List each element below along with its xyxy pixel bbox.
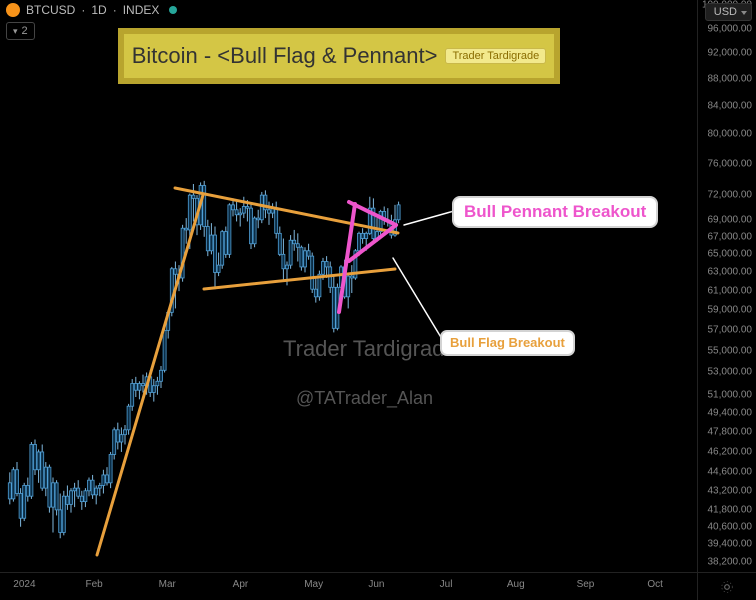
y-tick: 40,600.00 <box>708 521 753 532</box>
chevron-down-icon: ▾ <box>13 26 18 37</box>
x-tick: Sep <box>577 579 595 590</box>
chart-area[interactable]: Bitcoin - <Bull Flag & Pennant> Trader T… <box>0 0 697 572</box>
y-tick: 47,800.00 <box>708 427 753 438</box>
dot-sep: · <box>81 3 85 17</box>
indicator-count: 2 <box>22 25 28 37</box>
y-tick: 59,000.00 <box>708 305 753 316</box>
y-tick: 61,000.00 <box>708 286 753 297</box>
y-tick: 92,000.00 <box>708 48 753 59</box>
dot-sep: · <box>113 3 117 17</box>
x-tick: Feb <box>85 579 102 590</box>
annotation-flag-text: Bull Flag Breakout <box>450 335 565 350</box>
y-tick: 44,600.00 <box>708 467 753 478</box>
currency-selector[interactable]: USD <box>705 3 752 21</box>
y-tick: 72,000.00 <box>708 190 753 201</box>
y-tick: 57,000.00 <box>708 325 753 336</box>
y-tick: 49,400.00 <box>708 408 753 419</box>
y-tick: 76,000.00 <box>708 158 753 169</box>
y-tick: 80,000.00 <box>708 129 753 140</box>
btc-logo-icon <box>6 3 20 17</box>
source-text: INDEX <box>123 3 160 17</box>
title-badge: Trader Tardigrade <box>445 48 546 64</box>
y-tick: 67,000.00 <box>708 231 753 242</box>
interval-text: 1D <box>91 3 106 17</box>
symbol-text: BTCUSD <box>26 3 75 17</box>
y-tick: 96,000.00 <box>708 23 753 34</box>
gear-icon <box>720 580 734 594</box>
indicator-chevron[interactable]: ▾ 2 <box>6 22 35 40</box>
x-tick: Oct <box>647 579 663 590</box>
y-axis: 100,000.0096,000.0092,000.0088,000.0084,… <box>697 0 756 572</box>
x-tick: Jul <box>440 579 453 590</box>
x-tick: Aug <box>507 579 525 590</box>
y-tick: 46,200.00 <box>708 446 753 457</box>
annotation-pennant-text: Bull Pennant Breakout <box>464 202 646 221</box>
settings-corner[interactable] <box>697 572 756 600</box>
y-tick: 63,000.00 <box>708 267 753 278</box>
y-tick: 69,000.00 <box>708 214 753 225</box>
status-dot-icon <box>169 6 177 14</box>
x-axis: 2024 Feb Mar Apr May Jun Jul Aug Sep Oct <box>0 572 697 600</box>
x-tick: May <box>304 579 323 590</box>
y-tick: 65,000.00 <box>708 249 753 260</box>
title-annotation: Bitcoin - <Bull Flag & Pennant> Trader T… <box>118 28 560 84</box>
x-tick: Jun <box>368 579 384 590</box>
y-tick: 51,000.00 <box>708 389 753 400</box>
y-tick: 84,000.00 <box>708 100 753 111</box>
header-bar: BTCUSD · 1D · INDEX <box>6 3 177 17</box>
y-tick: 53,000.00 <box>708 367 753 378</box>
title-text: Bitcoin - <Bull Flag & Pennant> <box>132 43 438 69</box>
annotation-flag: Bull Flag Breakout <box>440 330 575 356</box>
y-tick: 41,800.00 <box>708 504 753 515</box>
candle-layer <box>0 0 697 572</box>
y-tick: 43,200.00 <box>708 485 753 496</box>
x-tick: Mar <box>159 579 176 590</box>
y-tick: 39,400.00 <box>708 539 753 550</box>
x-tick: Apr <box>233 579 249 590</box>
y-tick: 88,000.00 <box>708 73 753 84</box>
currency-label: USD <box>714 6 737 18</box>
y-tick: 38,200.00 <box>708 557 753 568</box>
y-tick: 55,000.00 <box>708 346 753 357</box>
x-tick: 2024 <box>13 579 35 590</box>
annotation-pennant: Bull Pennant Breakout <box>452 196 658 228</box>
